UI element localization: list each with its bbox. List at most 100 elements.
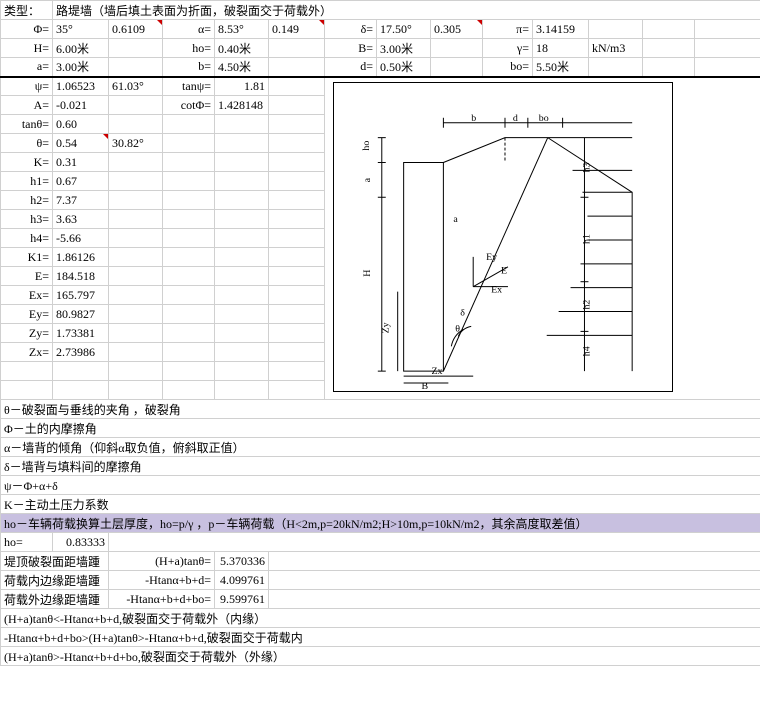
B-label[interactable]: B= — [325, 39, 377, 58]
alpha-val[interactable]: 8.53° — [215, 20, 269, 39]
note-0[interactable]: θ－破裂面与垂线的夹角 ，破裂角 — [1, 400, 760, 419]
ho-label[interactable]: ho= — [163, 39, 215, 58]
h1-label[interactable]: h1= — [1, 172, 53, 191]
dim-h3: h3 — [581, 162, 592, 172]
note2-0[interactable]: (H+a)tanθ<-Htanα+b+d,破裂面交于荷载外（内缘） — [1, 609, 760, 628]
Zx-val[interactable]: 2.73986 — [53, 343, 109, 362]
note-4[interactable]: ψ－Φ+α+δ — [1, 476, 760, 495]
spreadsheet-grid[interactable]: 类型： 路堤墙（墙后填土表面为折面，破裂面交于荷载外） Φ= 35° 0.610… — [0, 0, 760, 666]
note2-2[interactable]: (H+a)tanθ>-Htanα+b+d+bo,破裂面交于荷载外（外缘） — [1, 647, 760, 666]
theta-label[interactable]: θ= — [1, 134, 53, 153]
theta-val[interactable]: 0.54 — [53, 134, 109, 153]
pi-label[interactable]: π= — [483, 20, 533, 39]
cotphi-label[interactable]: cotΦ= — [163, 96, 215, 115]
type-label[interactable]: 类型： — [1, 1, 53, 20]
delta-label[interactable]: δ= — [325, 20, 377, 39]
note-row-5: K－主动土压力系数 — [1, 495, 760, 514]
delta-val2[interactable]: 0.305 — [431, 20, 483, 39]
psi-deg[interactable]: 61.03° — [109, 77, 163, 96]
h1-val[interactable]: 0.67 — [53, 172, 109, 191]
Zy-val[interactable]: 1.73381 — [53, 324, 109, 343]
tanpsi-val[interactable]: 1.81 — [215, 77, 269, 96]
B-val[interactable]: 3.00米 — [377, 39, 431, 58]
psi-val[interactable]: 1.06523 — [53, 77, 109, 96]
calc1-t[interactable]: 荷载内边缘距墙踵 — [1, 571, 109, 590]
tantheta-val[interactable]: 0.60 — [53, 115, 109, 134]
h4-val[interactable]: -5.66 — [53, 229, 109, 248]
a-val[interactable]: 3.00米 — [53, 58, 109, 77]
d-label[interactable]: d= — [325, 58, 377, 77]
h4-label[interactable]: h4= — [1, 229, 53, 248]
K-label[interactable]: K= — [1, 153, 53, 172]
Ey-label[interactable]: Ey= — [1, 305, 53, 324]
h2-label[interactable]: h2= — [1, 191, 53, 210]
H-val[interactable]: 6.00米 — [53, 39, 109, 58]
note-3[interactable]: δ－墙背与填料间的摩擦角 — [1, 457, 760, 476]
alpha-label[interactable]: α= — [163, 20, 215, 39]
K1-label[interactable]: K1= — [1, 248, 53, 267]
type-desc[interactable]: 路堤墙（墙后填土表面为折面，破裂面交于荷载外） — [53, 1, 760, 20]
calc1-f[interactable]: -Htanα+b+d= — [109, 571, 215, 590]
h3-label[interactable]: h3= — [1, 210, 53, 229]
E-label[interactable]: E= — [1, 267, 53, 286]
note2-1[interactable]: -Htanα+b+d+bo>(H+a)tanθ>-Htanα+b+d,破裂面交于… — [1, 628, 760, 647]
tanpsi-label[interactable]: tanψ= — [163, 77, 215, 96]
Ex-label[interactable]: Ex= — [1, 286, 53, 305]
gamma-val[interactable]: 18 — [533, 39, 589, 58]
calc2-f[interactable]: -Htanα+b+d+bo= — [109, 590, 215, 609]
pi-val[interactable]: 3.14159 — [533, 20, 589, 39]
param-row-3: a= 3.00米 b= 4.50米 d= 0.50米 bo= 5.50米 — [1, 58, 760, 77]
dim-Zx: Zx — [431, 366, 442, 377]
calc-row-1: 荷载内边缘距墙踵-Htanα+b+d=4.099761 — [1, 571, 760, 590]
cotphi-val[interactable]: 1.428148 — [215, 96, 269, 115]
lbl-E: E — [501, 265, 507, 276]
h3-val[interactable]: 3.63 — [53, 210, 109, 229]
A-label[interactable]: A= — [1, 96, 53, 115]
alpha-val2[interactable]: 0.149 — [269, 20, 325, 39]
calc0-t[interactable]: 堤顶破裂面距墙踵 — [1, 552, 109, 571]
lbl-a2: a — [453, 214, 458, 225]
Zx-label[interactable]: Zx= — [1, 343, 53, 362]
Ex-val[interactable]: 165.797 — [53, 286, 109, 305]
calc-row-2: 荷载外边缘距墙踵-Htanα+b+d+bo=9.599761 — [1, 590, 760, 609]
Zy-label[interactable]: Zy= — [1, 324, 53, 343]
b-val[interactable]: 4.50米 — [215, 58, 269, 77]
theta-deg[interactable]: 30.82° — [109, 134, 163, 153]
gamma-label[interactable]: γ= — [483, 39, 533, 58]
note-2[interactable]: α－墙背的倾角（仰斜α取负值，俯斜取正值） — [1, 438, 760, 457]
ho2-label[interactable]: ho= — [1, 533, 53, 552]
lbl-Ey: Ey — [486, 251, 497, 262]
psi-label[interactable]: ψ= — [1, 77, 53, 96]
tantheta-label[interactable]: tanθ= — [1, 115, 53, 134]
h2-val[interactable]: 7.37 — [53, 191, 109, 210]
note-5[interactable]: K－主动土压力系数 — [1, 495, 760, 514]
E-val[interactable]: 184.518 — [53, 267, 109, 286]
phi-val[interactable]: 35° — [53, 20, 109, 39]
dim-d: d — [513, 112, 518, 123]
A-val[interactable]: -0.021 — [53, 96, 109, 115]
calc1-v[interactable]: 4.099761 — [215, 571, 269, 590]
Ey-val[interactable]: 80.9827 — [53, 305, 109, 324]
hl-text[interactable]: ho－车辆荷载换算土层厚度，ho=p/γ ，p－车辆荷载（H<2m,p=20kN… — [1, 514, 760, 533]
phi-label[interactable]: Φ= — [1, 20, 53, 39]
calc2-v[interactable]: 9.599761 — [215, 590, 269, 609]
bo-val[interactable]: 5.50米 — [533, 58, 589, 77]
d-val[interactable]: 0.50米 — [377, 58, 431, 77]
param-row-1: Φ= 35° 0.6109 α= 8.53° 0.149 δ= 17.50° 0… — [1, 20, 760, 39]
bo-label[interactable]: bo= — [483, 58, 533, 77]
gamma-unit[interactable]: kN/m3 — [589, 39, 643, 58]
K-val[interactable]: 0.31 — [53, 153, 109, 172]
H-label[interactable]: H= — [1, 39, 53, 58]
ho2-val[interactable]: 0.83333 — [53, 533, 109, 552]
calc2-t[interactable]: 荷载外边缘距墙踵 — [1, 590, 109, 609]
phi-val2[interactable]: 0.6109 — [109, 20, 163, 39]
delta-val[interactable]: 17.50° — [377, 20, 431, 39]
a-label[interactable]: a= — [1, 58, 53, 77]
ho-val[interactable]: 0.40米 — [215, 39, 269, 58]
diagram-cell: b d bo ho a H h3 h1 h2 h4 a Ey Ex E δ θ … — [325, 77, 760, 400]
b-label[interactable]: b= — [163, 58, 215, 77]
calc0-f[interactable]: (H+a)tanθ= — [109, 552, 215, 571]
calc0-v[interactable]: 5.370336 — [215, 552, 269, 571]
K1-val[interactable]: 1.86126 — [53, 248, 109, 267]
note-1[interactable]: Φ－土的内摩擦角 — [1, 419, 760, 438]
